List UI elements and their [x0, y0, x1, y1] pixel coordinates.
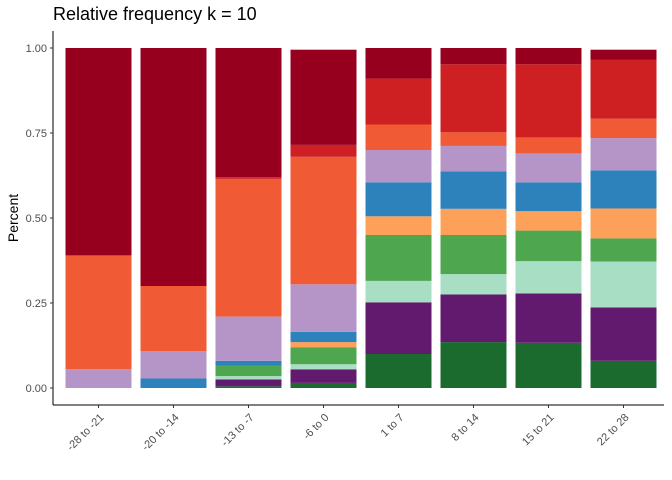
bar-segment-5 — [590, 208, 657, 239]
bar-segment-8 — [290, 156, 357, 285]
bar-segment-7 — [440, 145, 507, 172]
x-tick-label: -20 to -14 — [140, 412, 182, 454]
bar-segment-9 — [365, 78, 432, 125]
x-tick-label: -28 to -21 — [65, 412, 107, 454]
bar-segment-4 — [365, 235, 432, 281]
chart-title: Relative frequency k = 10 — [53, 4, 257, 24]
x-tick-label: -13 to -7 — [219, 412, 256, 449]
bar-segment-6 — [590, 170, 657, 209]
bar-segment-2 — [215, 379, 282, 387]
bar-segment-7 — [590, 138, 657, 171]
bar-segment-1 — [365, 354, 432, 388]
bar-segment-7 — [65, 369, 132, 388]
y-tick-label: 0.50 — [26, 213, 47, 225]
bar-segment-8 — [515, 137, 582, 154]
x-tick-label: 1 to 7 — [379, 412, 407, 440]
bar-segment-1 — [590, 360, 657, 388]
bars-group — [65, 48, 657, 388]
bar-segment-10 — [515, 48, 582, 65]
bar-segment-7 — [515, 153, 582, 183]
bar-segment-7 — [140, 351, 207, 379]
bar-segment-6 — [140, 378, 207, 388]
bar-segment-8 — [590, 118, 657, 139]
bar-segment-8 — [365, 124, 432, 150]
bar-segment-4 — [290, 347, 357, 365]
bar-segment-3 — [215, 376, 282, 380]
bar-segment-5 — [290, 342, 357, 348]
bar-segment-10 — [140, 48, 207, 286]
bar-segment-2 — [290, 369, 357, 383]
x-tick-label: 15 to 21 — [520, 412, 557, 449]
bar-segment-5 — [515, 211, 582, 231]
bar-segment-9 — [515, 64, 582, 138]
bar-segment-10 — [65, 48, 132, 256]
bar-segment-10 — [215, 48, 282, 178]
bar-segment-6 — [440, 171, 507, 209]
x-tick-label: -6 to 0 — [301, 412, 332, 443]
bar-segment-3 — [590, 261, 657, 308]
bar-segment-8 — [140, 286, 207, 352]
bar-segment-10 — [440, 48, 507, 65]
bar-segment-1 — [215, 386, 282, 388]
y-tick-label: 0.75 — [26, 128, 47, 140]
bar-segment-8 — [215, 178, 282, 317]
y-axis-title: Percent — [5, 194, 21, 242]
bar-segment-6 — [365, 182, 432, 217]
bar-segment-3 — [365, 280, 432, 303]
bar-segment-2 — [365, 302, 432, 354]
bar-segment-7 — [290, 284, 357, 332]
y-tick-label: 1.00 — [26, 43, 47, 55]
bar-segment-1 — [440, 342, 507, 388]
bar-segment-6 — [515, 182, 582, 212]
x-tick-label: 8 to 14 — [449, 412, 481, 444]
bar-segment-3 — [515, 261, 582, 294]
bar-segment-5 — [365, 216, 432, 235]
y-tick-label: 0.25 — [26, 298, 47, 310]
bar-segment-9 — [440, 64, 507, 133]
bar-segment-9 — [590, 59, 657, 119]
bar-segment-2 — [515, 293, 582, 343]
bar-segment-4 — [590, 238, 657, 262]
y-tick-label: 0.00 — [26, 383, 47, 395]
bar-segment-7 — [215, 316, 282, 361]
bar-segment-4 — [215, 365, 282, 377]
bar-segment-4 — [515, 230, 582, 262]
bar-segment-5 — [440, 208, 507, 235]
x-axis-ticks: -28 to -21 -20 to -14 -13 to -7 -6 to 0 1 to… — [65, 405, 632, 453]
bar-segment-10 — [590, 49, 657, 60]
bar-segment-9 — [290, 144, 357, 157]
bar-segment-8 — [65, 255, 132, 370]
bar-segment-9 — [215, 177, 282, 179]
bar-segment-4 — [440, 235, 507, 275]
bar-segment-7 — [365, 150, 432, 183]
bar-segment-10 — [365, 48, 432, 79]
bar-segment-2 — [590, 307, 657, 361]
bar-segment-8 — [440, 132, 507, 146]
bar-segment-10 — [290, 49, 357, 145]
bar-segment-1 — [515, 342, 582, 388]
y-axis-ticks: 0.00 0.25 0.50 0.75 1.00 — [26, 43, 53, 395]
bar-segment-6 — [290, 331, 357, 343]
x-tick-label: 22 to 28 — [595, 412, 632, 449]
bar-segment-2 — [440, 294, 507, 343]
bar-segment-6 — [215, 360, 282, 366]
bar-segment-3 — [440, 274, 507, 295]
bar-segment-1 — [290, 382, 357, 388]
bar-segment-3 — [290, 364, 357, 370]
